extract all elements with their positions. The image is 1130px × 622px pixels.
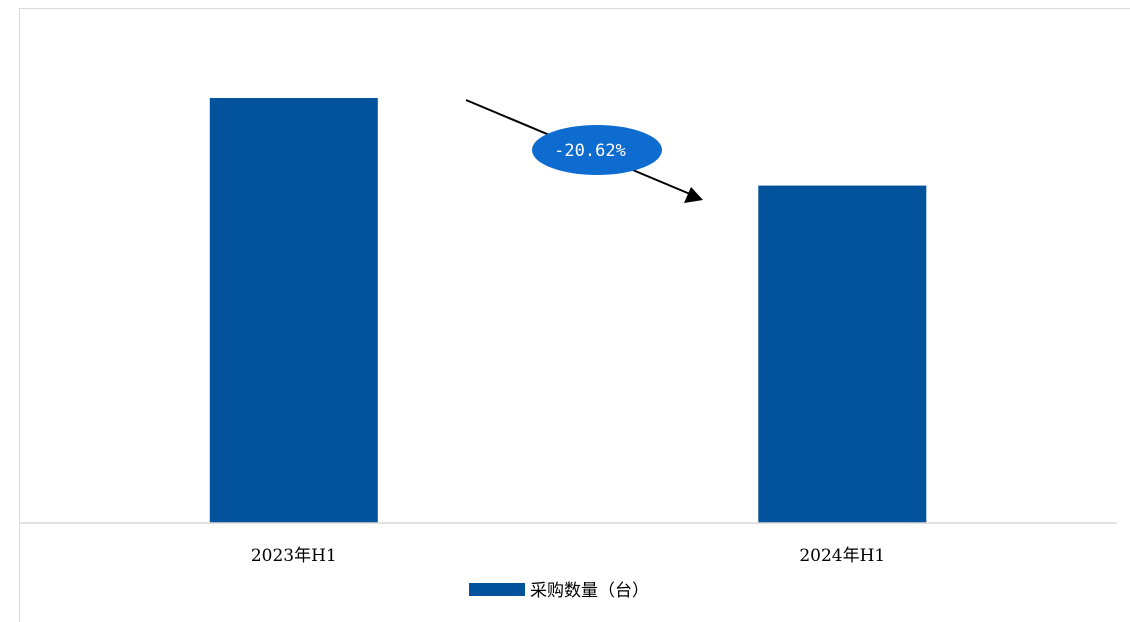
change-label: -20.62% — [554, 141, 626, 161]
x-tick-labels: 2023年H1 2024年H1 — [251, 546, 885, 566]
legend: 采购数量（台） — [469, 581, 649, 601]
legend-label: 采购数量（台） — [530, 581, 649, 601]
bars-layer — [209, 98, 927, 523]
arrow-head-icon — [684, 187, 703, 203]
bar-2024年H1 — [758, 185, 927, 523]
chart-frame — [19, 8, 1130, 622]
legend-swatch — [469, 583, 525, 596]
x-tick-label: 2023年H1 — [251, 546, 337, 566]
x-tick-label: 2024年H1 — [799, 546, 885, 566]
bar-2023年H1 — [209, 98, 378, 523]
change-annotation: -20.62% — [465, 99, 703, 203]
change-badge — [532, 125, 662, 175]
